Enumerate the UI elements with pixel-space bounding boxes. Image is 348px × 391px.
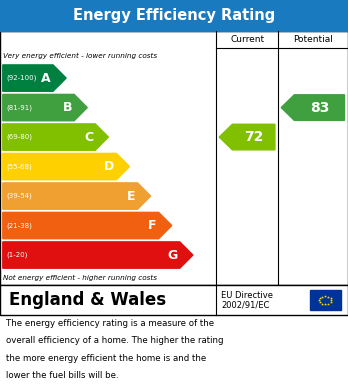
Bar [0, 285, 348, 315]
Bar [0, 0, 348, 31]
Text: The energy efficiency rating is a measure of the: The energy efficiency rating is a measur… [6, 319, 214, 328]
Text: D: D [104, 160, 114, 173]
Text: (69-80): (69-80) [6, 134, 32, 140]
Text: Potential: Potential [293, 35, 333, 44]
Bar [310, 290, 341, 310]
Polygon shape [219, 124, 275, 150]
Bar [0, 31, 348, 285]
Text: C: C [84, 131, 93, 143]
Text: 2002/91/EC: 2002/91/EC [221, 300, 269, 309]
Text: EU Directive: EU Directive [221, 291, 273, 300]
Polygon shape [3, 183, 151, 209]
Text: (55-68): (55-68) [6, 163, 32, 170]
Text: (92-100): (92-100) [6, 75, 37, 81]
Text: Current: Current [230, 35, 264, 44]
Polygon shape [3, 65, 66, 91]
Polygon shape [3, 242, 193, 268]
Text: Energy Efficiency Rating: Energy Efficiency Rating [73, 8, 275, 23]
Text: B: B [63, 101, 72, 114]
Polygon shape [3, 212, 172, 239]
Text: A: A [41, 72, 51, 84]
Text: lower the fuel bills will be.: lower the fuel bills will be. [6, 371, 119, 380]
Polygon shape [3, 94, 87, 121]
Text: Not energy efficient - higher running costs: Not energy efficient - higher running co… [3, 274, 158, 281]
Text: (39-54): (39-54) [6, 193, 32, 199]
Text: E: E [127, 190, 135, 203]
Text: 83: 83 [310, 100, 329, 115]
Text: F: F [148, 219, 157, 232]
Text: England & Wales: England & Wales [9, 291, 166, 309]
Text: (21-38): (21-38) [6, 222, 32, 229]
Text: (81-91): (81-91) [6, 104, 32, 111]
Text: the more energy efficient the home is and the: the more energy efficient the home is an… [6, 354, 206, 363]
Text: Very energy efficient - lower running costs: Very energy efficient - lower running co… [3, 52, 158, 59]
Polygon shape [3, 153, 129, 180]
Text: G: G [167, 249, 178, 262]
Polygon shape [3, 124, 109, 150]
Text: (1-20): (1-20) [6, 252, 27, 258]
Polygon shape [281, 95, 345, 120]
Text: 72: 72 [244, 130, 263, 144]
Text: overall efficiency of a home. The higher the rating: overall efficiency of a home. The higher… [6, 336, 224, 345]
